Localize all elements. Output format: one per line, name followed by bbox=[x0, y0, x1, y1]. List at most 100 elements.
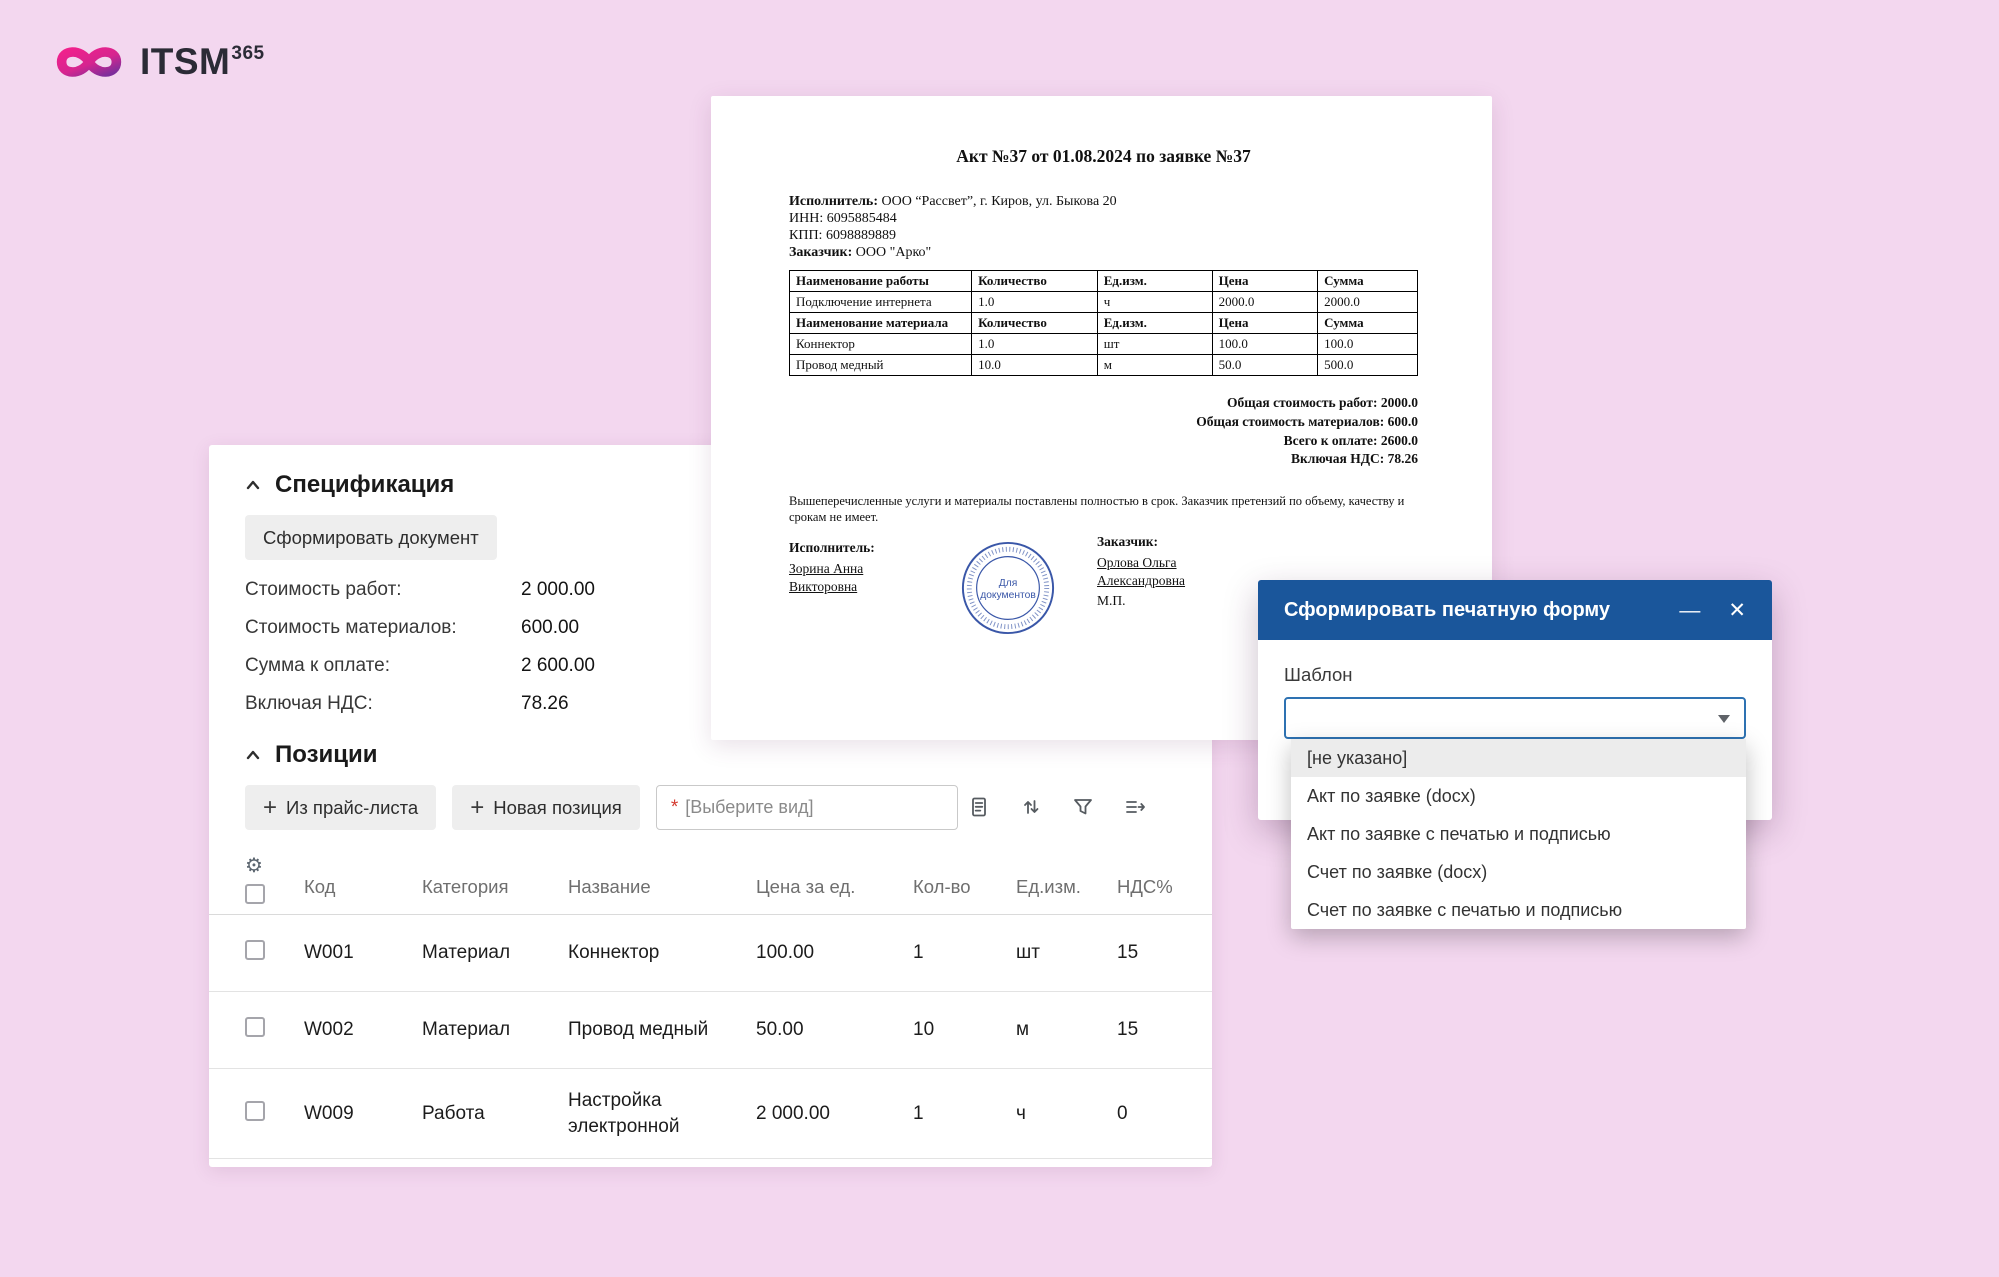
customer-signature: Заказчик: Орлова Ольга Александровна М.П… bbox=[1097, 534, 1186, 608]
column-header[interactable]: Ед.изм. bbox=[1016, 875, 1081, 897]
total-line: Всего к оплате: 2600.0 bbox=[1283, 432, 1418, 448]
chevron-up-icon bbox=[243, 745, 263, 765]
template-field-label: Шаблон bbox=[1284, 664, 1353, 685]
chevron-up-icon bbox=[243, 475, 263, 495]
column-header[interactable]: Код bbox=[304, 875, 336, 897]
from-pricelist-button[interactable]: + Из прайс-листа bbox=[245, 785, 437, 830]
act-table-row: Коннектор 1.0 шт 100.0 100.0 bbox=[788, 333, 1418, 356]
cell-code: W009 bbox=[304, 1102, 354, 1124]
table-row[interactable]: W002 Материал Провод медный 50.00 10 м 1… bbox=[209, 992, 1212, 1069]
field-value: 600.00 bbox=[521, 617, 580, 638]
cell-unit: шт bbox=[1016, 942, 1040, 963]
field-value: 2 000.00 bbox=[521, 579, 595, 600]
document-line: ИНН: 6095885484 bbox=[789, 211, 897, 227]
total-line: Включая НДС: 78.26 bbox=[1291, 451, 1418, 467]
cell-name: Провод медный bbox=[568, 1019, 709, 1041]
total-line: Общая стоимость работ: 2000.0 bbox=[1227, 395, 1418, 411]
dropdown-option[interactable]: Акт по заявке (docx) bbox=[1307, 785, 1476, 806]
modal-title: Сформировать печатную форму bbox=[1284, 598, 1611, 621]
cell-price: 50.00 bbox=[756, 1019, 804, 1040]
cell-price: 2 000.00 bbox=[756, 1102, 830, 1124]
field-value: 78.26 bbox=[521, 693, 569, 714]
row-checkbox[interactable] bbox=[245, 1100, 265, 1121]
column-header[interactable]: НДС% bbox=[1117, 875, 1173, 897]
template-select[interactable] bbox=[1284, 697, 1746, 739]
spec-summary-fields: Стоимость работ: 2 000.00 Стоимость мате… bbox=[245, 571, 595, 723]
logo-text: ITSM365 bbox=[140, 41, 265, 82]
field-row: Включая НДС: 78.26 bbox=[245, 685, 595, 723]
document-line: Исполнитель: ООО “Рассвет”, г. Киров, ул… bbox=[789, 194, 1117, 209]
specification-section-header[interactable]: Спецификация bbox=[243, 471, 454, 499]
document-title: Акт №37 от 01.08.2024 по заявке №37 bbox=[956, 146, 1251, 166]
table-row[interactable]: W009 Работа Настройка электронной 2 000.… bbox=[209, 1069, 1212, 1159]
column-header[interactable]: Цена за ед. bbox=[756, 875, 856, 897]
positions-toolbar: + Из прайс-листа + Новая позиция * [Выбе… bbox=[245, 785, 958, 830]
plus-icon: + bbox=[263, 793, 278, 821]
field-label: Стоимость работ: bbox=[245, 579, 402, 600]
position-type-select[interactable]: * [Выберите вид] bbox=[655, 785, 958, 830]
dropdown-option[interactable]: Акт по заявке с печатью и подписью bbox=[1307, 823, 1611, 844]
svg-text:Для: Для bbox=[999, 578, 1018, 589]
act-table-header-row: Наименование работы Количество Ед.изм. Цена… bbox=[788, 270, 1418, 293]
field-row: Стоимость работ: 2 000.00 bbox=[245, 571, 595, 609]
cell-vat: 0 bbox=[1117, 1102, 1128, 1124]
modal-header: Сформировать печатную форму — ✕ bbox=[1258, 580, 1772, 640]
export-icon[interactable] bbox=[1117, 789, 1153, 825]
cell-qty: 1 bbox=[913, 942, 924, 963]
document-line: КПП: 6098889889 bbox=[789, 228, 896, 244]
total-line: Общая стоимость материалов: 600.0 bbox=[1196, 413, 1418, 429]
section-title: Спецификация bbox=[275, 471, 455, 498]
act-table-header-row: Наименование материала Количество Ед.изм. Ц… bbox=[788, 312, 1418, 335]
selection-column: ⚙ bbox=[245, 856, 304, 904]
type-select-placeholder: [Выберите вид] bbox=[685, 797, 814, 817]
row-checkbox[interactable] bbox=[245, 940, 265, 960]
field-label: Включая НДС: bbox=[245, 693, 373, 714]
field-label: Сумма к оплате: bbox=[245, 655, 390, 676]
act-table-row: Подключение интернета 1.0 ч 2000.0 2000.0 bbox=[788, 291, 1418, 314]
positions-section-header[interactable]: Позиции bbox=[243, 741, 378, 769]
svg-text:документов: документов bbox=[980, 590, 1036, 601]
table-actions bbox=[961, 789, 1153, 825]
document-parties: Исполнитель: ООО “Рассвет”, г. Киров, ул… bbox=[789, 193, 1418, 261]
new-position-button[interactable]: + Новая позиция bbox=[452, 785, 640, 830]
company-stamp: Для документов bbox=[959, 539, 1057, 642]
sort-icon[interactable] bbox=[1013, 789, 1049, 825]
filter-icon[interactable] bbox=[1065, 789, 1101, 825]
cell-code: W002 bbox=[304, 1019, 354, 1040]
cell-category: Работа bbox=[422, 1102, 485, 1124]
close-icon[interactable]: ✕ bbox=[1728, 598, 1746, 622]
cell-code: W001 bbox=[304, 942, 354, 963]
table-row[interactable]: W001 Материал Коннектор 100.00 1 шт 15 bbox=[209, 915, 1212, 992]
template-dropdown-list: [не указано] Акт по заявке (docx) Акт по… bbox=[1291, 739, 1746, 929]
cell-vat: 15 bbox=[1117, 1019, 1139, 1040]
column-header[interactable]: Категория bbox=[422, 875, 509, 897]
document-icon[interactable] bbox=[961, 789, 997, 825]
act-table-row: Провод медный 10.0 м 50.0 500.0 bbox=[788, 354, 1418, 377]
dropdown-option[interactable]: Счет по заявке с печатью и подписью bbox=[1307, 899, 1623, 920]
positions-table-header: ⚙ Код Категория Название Цена за ед. Кол… bbox=[209, 845, 1212, 915]
document-line: Заказчик: ООО "Арко" bbox=[789, 245, 932, 261]
cell-qty: 1 bbox=[913, 1102, 924, 1124]
select-all-checkbox[interactable] bbox=[245, 883, 265, 904]
act-document-preview: Акт №37 от 01.08.2024 по заявке №37 Испо… bbox=[711, 96, 1492, 740]
column-settings-icon[interactable]: ⚙ bbox=[245, 854, 263, 877]
generate-document-button[interactable]: Сформировать документ bbox=[245, 515, 497, 560]
cell-unit: ч bbox=[1016, 1102, 1026, 1124]
app-logo: ITSM365 bbox=[52, 38, 264, 86]
cell-unit: м bbox=[1016, 1019, 1030, 1040]
cell-qty: 10 bbox=[913, 1019, 935, 1040]
column-header[interactable]: Кол-во bbox=[913, 875, 971, 897]
field-value: 2 600.00 bbox=[521, 655, 595, 676]
chevron-down-icon bbox=[1718, 715, 1730, 723]
minimize-icon[interactable]: — bbox=[1679, 598, 1701, 622]
column-header[interactable]: Название bbox=[568, 875, 651, 897]
act-items-table: Наименование работы Количество Ед.изм. Цена… bbox=[788, 270, 1418, 377]
cell-category: Материал bbox=[422, 942, 511, 963]
dropdown-option[interactable]: Счет по заявке (docx) bbox=[1307, 861, 1488, 882]
row-checkbox[interactable] bbox=[245, 1017, 265, 1037]
document-totals: Общая стоимость работ: 2000.0 Общая стои… bbox=[789, 394, 1418, 469]
plus-icon: + bbox=[470, 793, 485, 821]
field-row: Сумма к оплате: 2 600.00 bbox=[245, 647, 595, 685]
dropdown-option-not-specified[interactable]: [не указано] bbox=[1291, 739, 1746, 777]
cell-name: Коннектор bbox=[568, 942, 660, 964]
